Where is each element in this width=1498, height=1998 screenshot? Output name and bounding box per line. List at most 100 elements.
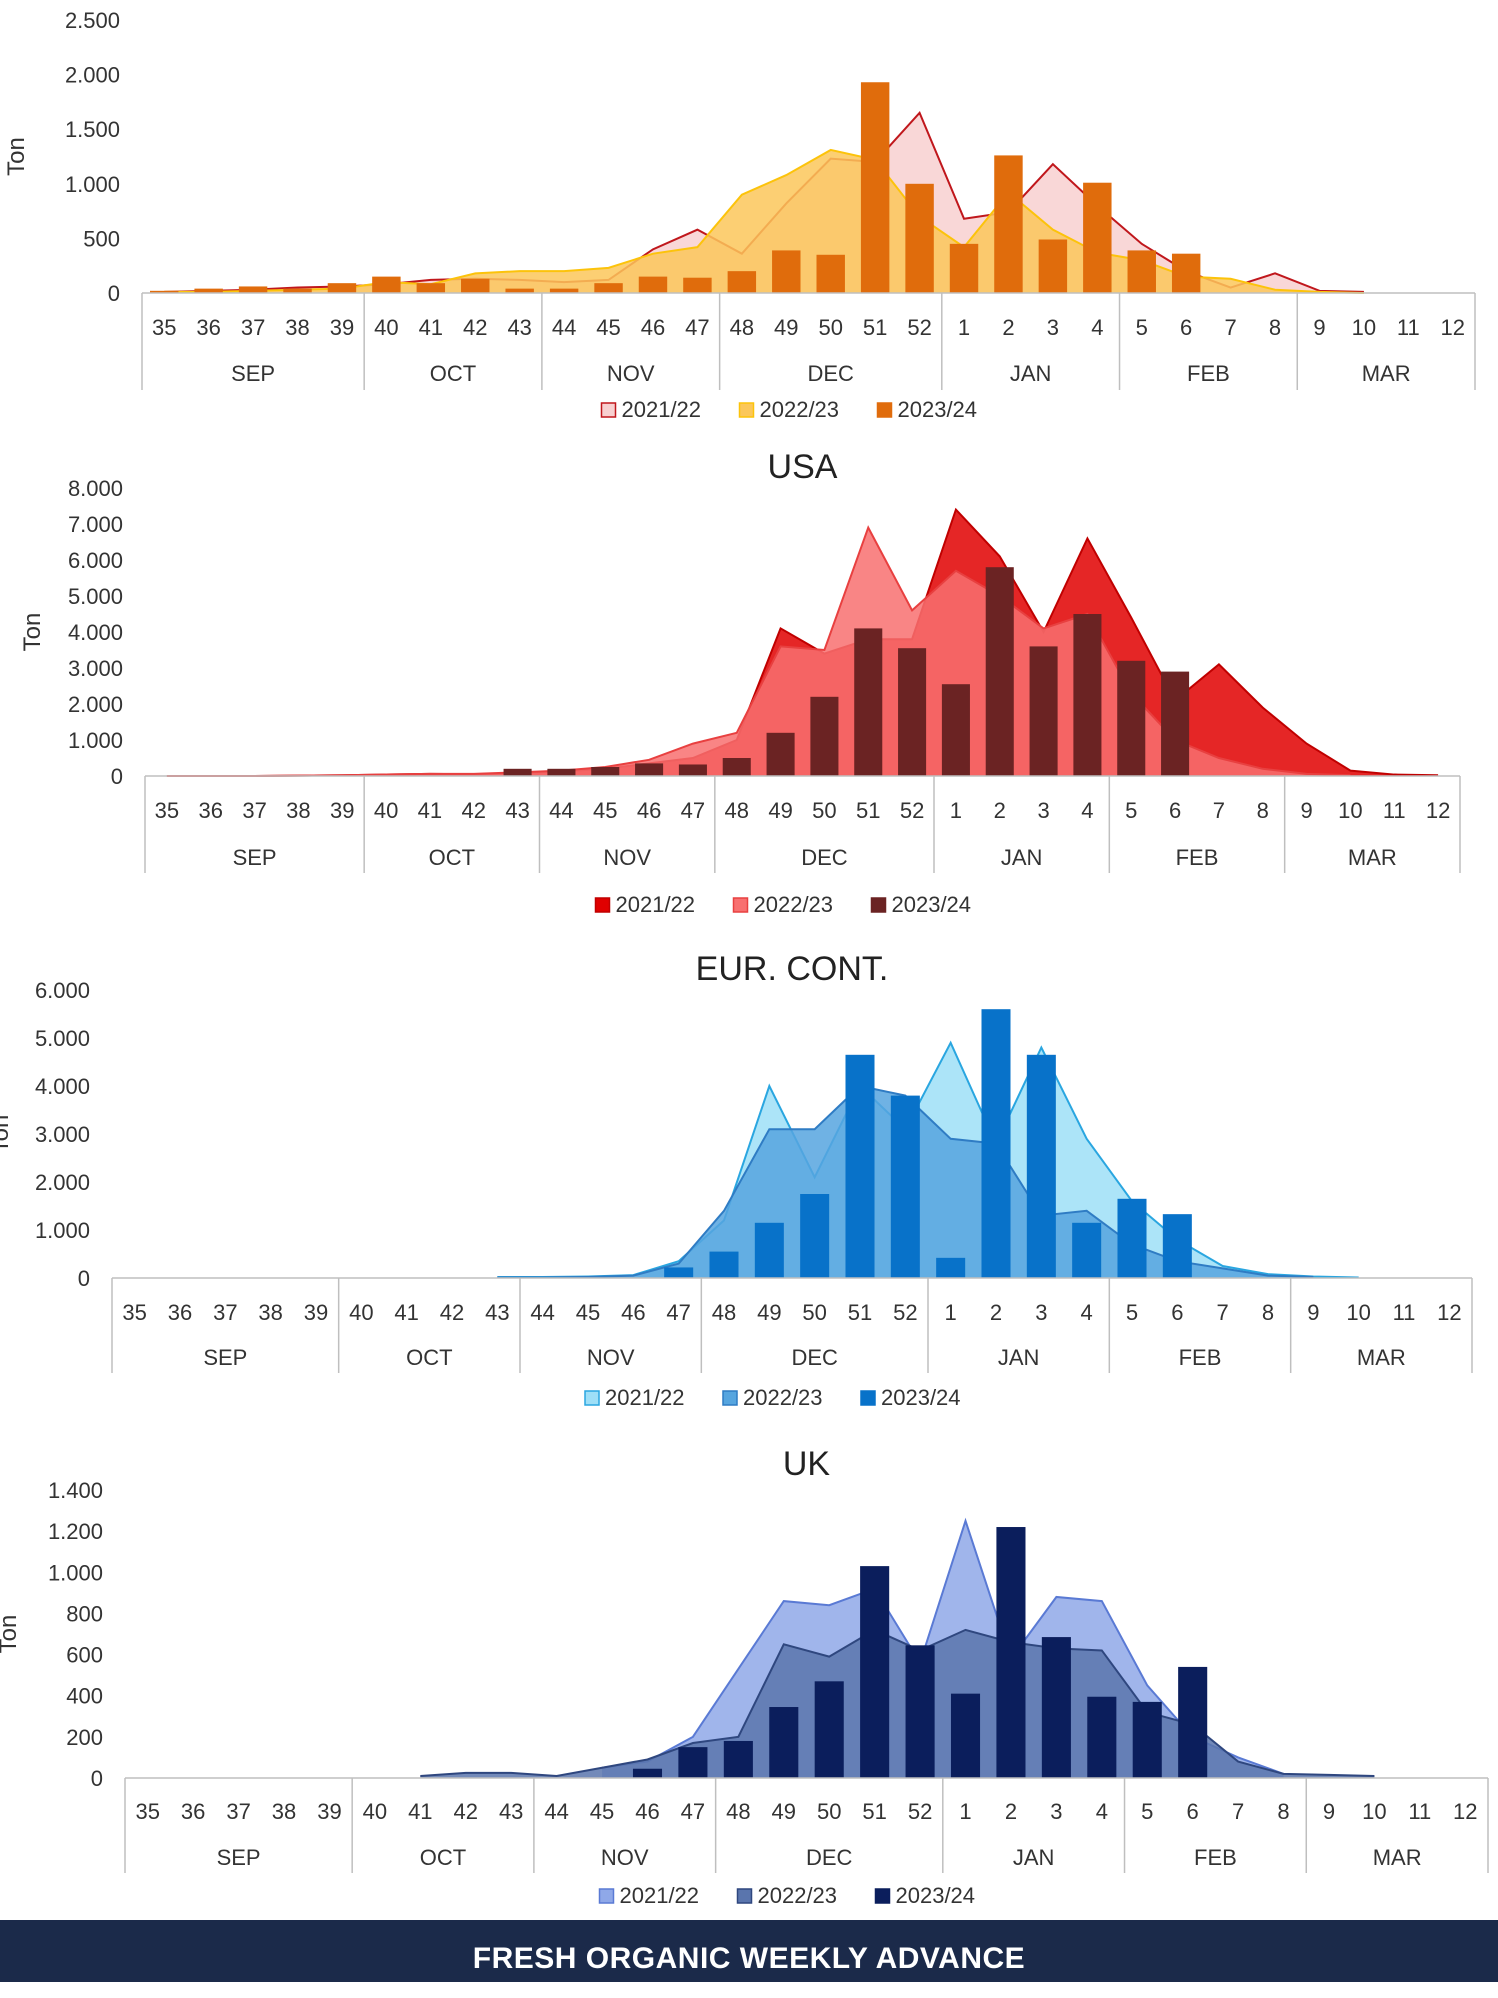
legend-swatch [594, 897, 611, 913]
week-label: 10 [1352, 315, 1376, 340]
bar-2023-24-wk3 [1026, 1054, 1056, 1278]
legend-label: 2023/24 [898, 397, 978, 422]
bar-2023-24-wk43 [505, 288, 534, 293]
week-label: 4 [1081, 798, 1093, 823]
week-label: 9 [1323, 1799, 1335, 1824]
month-label: NOV [601, 1845, 649, 1870]
line-series-2022-23 [164, 148, 1364, 294]
footer-title: FRESH ORGANIC WEEKLY ADVANCE [472, 1942, 1026, 1975]
bar-2023-24-wk49 [754, 1222, 784, 1278]
week-label: 44 [544, 1799, 568, 1824]
bar-2023-24-wk5 [1127, 250, 1156, 293]
bar-2023-24-wk1 [949, 243, 979, 293]
month-label: SEP [203, 1345, 247, 1370]
week-label: 5 [1126, 1300, 1138, 1325]
week-label: 41 [408, 1799, 432, 1824]
y-tick-label: 6.000 [68, 548, 123, 573]
month-label: NOV [603, 845, 651, 870]
bar-2023-24-wk5 [1117, 660, 1146, 776]
bar-2023-24-wk50 [800, 1194, 830, 1278]
usa-chart: USA Ton 0 1.000 2.000 3.000 4.000 5.000 6.000 7.0… [19, 448, 1461, 917]
week-label: 35 [152, 315, 176, 340]
y-tick-label: 6.000 [35, 978, 90, 1003]
week-label: 42 [462, 798, 486, 823]
week-label: 38 [285, 315, 309, 340]
week-label: 4 [1091, 315, 1103, 340]
week-label: 52 [907, 315, 931, 340]
week-label: 51 [863, 315, 887, 340]
bar-2023-24-wk51 [854, 628, 883, 776]
bar-2023-24-wk47 [664, 1267, 694, 1278]
week-label: 46 [635, 1799, 659, 1824]
week-label: 12 [1441, 315, 1465, 340]
week-label: 45 [576, 1300, 600, 1325]
legend-swatch [736, 1888, 753, 1904]
week-label: 47 [681, 1799, 705, 1824]
week-label: 41 [418, 798, 442, 823]
y-tick-label: 8.000 [68, 476, 123, 501]
bar-2023-24-wk51 [845, 1054, 875, 1278]
week-label: 1 [959, 1799, 971, 1824]
bar-2023-24-wk45 [594, 283, 623, 293]
week-label: 48 [726, 1799, 750, 1824]
week-label: 46 [641, 315, 665, 340]
y-tick-label: 4.000 [35, 1074, 90, 1099]
legend-label: 2021/22 [616, 892, 696, 917]
bar-2023-24-wk48 [722, 758, 751, 776]
week-label: 5 [1125, 798, 1137, 823]
y-tick-label: 1.000 [48, 1560, 103, 1585]
week-label: 7 [1232, 1799, 1244, 1824]
bar-2023-24-wk42 [461, 278, 490, 293]
week-label: 48 [725, 798, 749, 823]
line-series-2022-23 [166, 525, 1351, 777]
y-tick-label: 7.000 [68, 512, 123, 537]
bar-2023-24-wk49 [772, 250, 801, 293]
week-label: 3 [1037, 798, 1049, 823]
week-label: 8 [1277, 1799, 1289, 1824]
legend-label: 2022/23 [743, 1385, 823, 1410]
week-label: 46 [637, 798, 661, 823]
footer-banner: FRESH ORGANIC WEEKLY ADVANCE [0, 1920, 1498, 1982]
bar-2023-24-wk46 [635, 763, 664, 776]
week-label: 9 [1313, 315, 1325, 340]
month-label: OCT [430, 361, 476, 386]
bar-2023-24-wk49 [769, 1707, 799, 1778]
legend-swatch [598, 1888, 615, 1904]
month-label: FEB [1187, 361, 1230, 386]
month-label: NOV [607, 361, 655, 386]
y-tick-label: 3.000 [35, 1122, 90, 1147]
y-tick-label: 1.200 [48, 1519, 103, 1544]
bar-2023-24-wk47 [683, 277, 712, 293]
week-label: 37 [213, 1300, 237, 1325]
bar-2023-24-wk39 [327, 283, 357, 293]
week-label: 6 [1169, 798, 1181, 823]
eur-cont-chart: EUR. CONT. Ton 0 1.000 2.000 3.000 4.000 5.000 6… [0, 950, 1473, 1410]
week-label: 10 [1346, 1300, 1370, 1325]
week-label: 52 [893, 1300, 917, 1325]
y-axis-label: Ton [0, 1115, 14, 1154]
week-label: 9 [1300, 798, 1312, 823]
bar-2023-24-wk3 [1038, 239, 1068, 293]
week-label: 3 [1047, 315, 1059, 340]
week-label: 39 [330, 315, 354, 340]
y-tick-label: 500 [83, 226, 120, 251]
y-tick-label: 600 [66, 1643, 103, 1668]
month-label: DEC [791, 1345, 838, 1370]
y-tick-label: 1.000 [65, 172, 120, 197]
legend-label: 2021/22 [620, 1883, 700, 1908]
y-tick-label: 2.500 [65, 8, 120, 33]
y-tick-label: 0 [108, 281, 120, 306]
week-label: 42 [454, 1799, 478, 1824]
bar-2023-24-wk4 [1083, 182, 1112, 293]
bar-2023-24-wk43 [503, 768, 532, 776]
y-tick-label: 1.500 [65, 117, 120, 142]
month-label: MAR [1362, 361, 1411, 386]
week-label: 51 [848, 1300, 872, 1325]
week-label: 2 [990, 1300, 1002, 1325]
legend-swatch [870, 897, 887, 913]
legend-label: 2023/24 [892, 892, 972, 917]
bar-2023-24-wk37 [238, 286, 268, 293]
week-label: 47 [666, 1300, 690, 1325]
week-label: 5 [1136, 315, 1148, 340]
